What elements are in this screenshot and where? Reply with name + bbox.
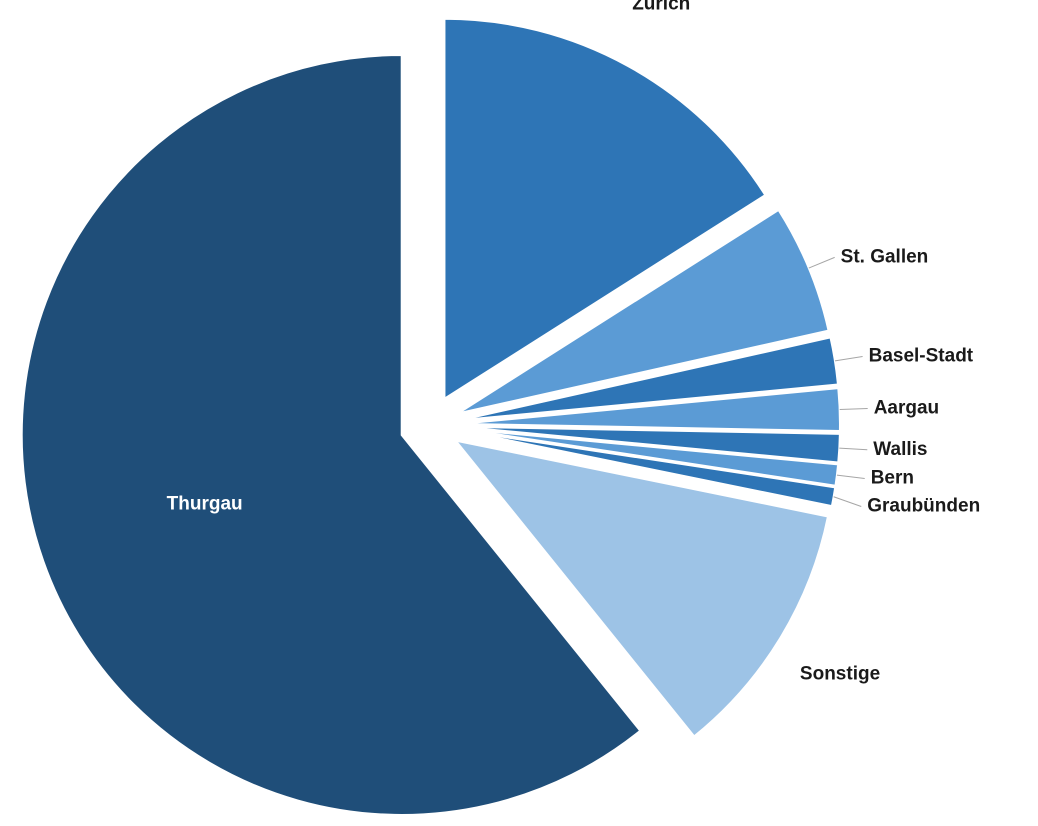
pie-slice xyxy=(443,17,767,401)
slice-label: Wallis xyxy=(873,439,927,460)
pie-slice xyxy=(459,336,840,422)
slice-label: Graubünden xyxy=(867,496,980,517)
pie-slice xyxy=(457,208,830,415)
pie-slice xyxy=(453,439,830,738)
slice-label: Basel-Stadt xyxy=(869,345,974,366)
leader-line xyxy=(833,496,862,508)
slice-label: Zürich xyxy=(632,0,690,14)
pie-slice xyxy=(459,387,841,433)
leader-line xyxy=(836,474,865,480)
leader-line xyxy=(839,447,868,451)
leader-line xyxy=(808,256,835,269)
pie-slice xyxy=(20,53,642,816)
slice-label: Thurgau xyxy=(167,494,243,515)
slice-label: Aargau xyxy=(874,398,939,419)
slice-label: Bern xyxy=(871,468,914,489)
leader-line xyxy=(834,355,863,362)
slice-label: Sonstige xyxy=(800,664,880,685)
slice-label: St. Gallen xyxy=(841,246,929,267)
leader-line xyxy=(839,407,868,411)
